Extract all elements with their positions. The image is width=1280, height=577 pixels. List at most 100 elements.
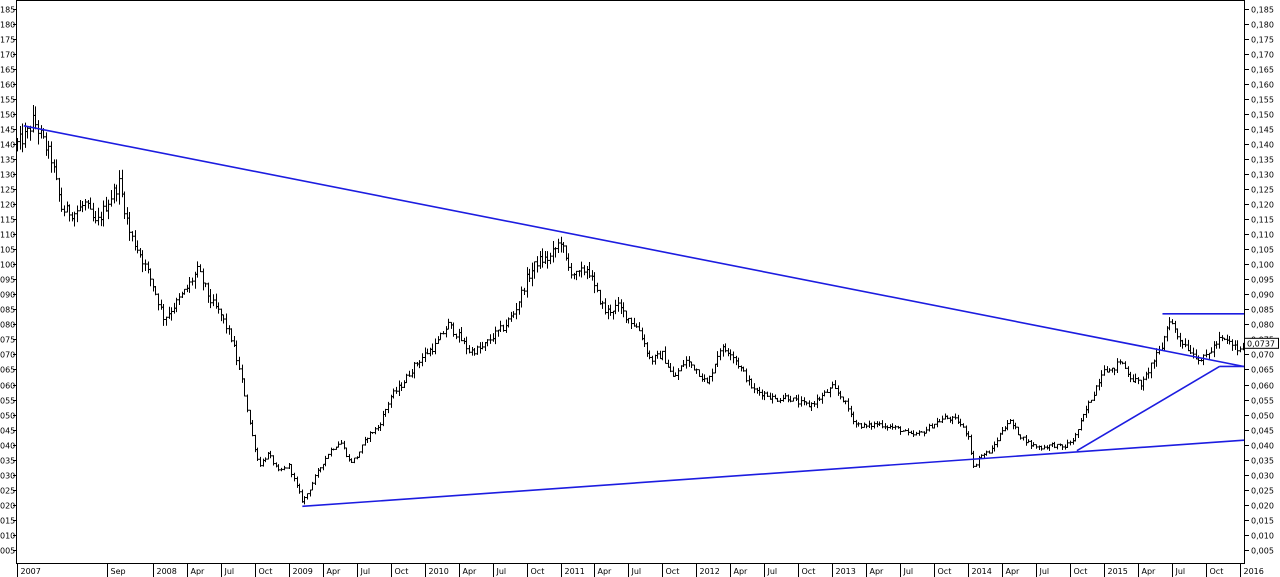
- x-axis-tick-label: Oct: [938, 567, 952, 576]
- x-axis-tick-label: Oct: [395, 567, 409, 576]
- x-axis-tick-label: Oct: [802, 567, 816, 576]
- left-axis-tick-label: 180: [0, 21, 15, 30]
- x-axis-tick-label: Sep: [111, 567, 126, 576]
- x-axis-tick-label: 2016: [1244, 567, 1264, 576]
- x-axis-tick-label: Apr: [191, 567, 206, 576]
- right-axis-tick-label: 0,155: [1251, 96, 1274, 105]
- right-axis-tick-label: 0,080: [1251, 321, 1274, 330]
- x-axis-tick-label: 2011: [565, 567, 585, 576]
- right-axis-tick-label: 0,140: [1251, 141, 1274, 150]
- left-axis-tick-label: 105: [0, 246, 15, 255]
- right-axis-tick-label: 0,125: [1251, 186, 1274, 195]
- plot-frame: [16, 0, 1245, 564]
- left-axis-tick-label: 130: [0, 171, 15, 180]
- right-axis-tick-label: 0,095: [1251, 276, 1274, 285]
- right-axis-tick-label: 0,170: [1251, 51, 1274, 60]
- right-axis-tick-label: 0,050: [1251, 412, 1274, 421]
- right-axis-tick-label: 0,145: [1251, 126, 1274, 135]
- x-axis-tick-label: Jul: [360, 567, 371, 576]
- trendline-3: [1076, 365, 1220, 452]
- x-axis-tick-label: Apr: [598, 567, 613, 576]
- right-axis-tick-label: 0,090: [1251, 291, 1274, 300]
- last-value-box: [1244, 337, 1279, 349]
- right-axis-tick-label: 0,105: [1251, 246, 1274, 255]
- left-axis-tick-label: 035: [0, 457, 15, 466]
- x-axis-tick-label: Oct: [259, 567, 273, 576]
- x-axis-tick-label: Jul: [903, 567, 914, 576]
- right-axis-tick-label: 0,165: [1251, 66, 1274, 75]
- right-axis-tick-label: 0,030: [1251, 472, 1274, 481]
- left-axis-tick-label: 170: [0, 51, 15, 60]
- right-axis-tick-label: 0,160: [1251, 81, 1274, 90]
- last-value-label: 0,0737: [1247, 339, 1275, 348]
- x-axis-tick-label: Oct: [531, 567, 545, 576]
- x-axis-tick-label: Oct: [666, 567, 680, 576]
- left-axis-tick-label: 145: [0, 126, 15, 135]
- left-axis-tick-label: 030: [0, 472, 15, 481]
- left-axis-tick-label: 050: [0, 412, 15, 421]
- right-axis-tick-label: 0,035: [1251, 457, 1274, 466]
- right-axis-tick-label: 0,180: [1251, 21, 1274, 30]
- last-value-marker: 0,0737: [1244, 337, 1279, 349]
- left-axis-tick-label: 125: [0, 186, 15, 195]
- right-axis-tick-label: 0,070: [1251, 351, 1274, 360]
- right-axis-tick-label: 0,175: [1251, 36, 1274, 45]
- right-axis-tick-label: 0,100: [1251, 261, 1274, 270]
- left-axis-tick-label: 120: [0, 201, 15, 210]
- right-axis-tick-label: 0,130: [1251, 171, 1274, 180]
- x-axis-tick-label: 2008: [157, 567, 177, 576]
- left-axis-tick-label: 040: [0, 442, 15, 451]
- x-axis-tick-label: Apr: [463, 567, 478, 576]
- left-axis-tick-label: 075: [0, 336, 15, 345]
- right-axis-tick-label: 0,120: [1251, 201, 1274, 210]
- right-axis-tick-label: 0,010: [1251, 532, 1274, 541]
- right-axis-tick-label: 0,020: [1251, 502, 1274, 511]
- left-axis-tick-label: 020: [0, 502, 15, 511]
- right-axis-tick-label: 0,015: [1251, 517, 1274, 526]
- left-axis-tick-label: 140: [0, 141, 15, 150]
- right-axis-tick-label: 0,135: [1251, 156, 1274, 165]
- left-axis-tick-label: 025: [0, 487, 15, 496]
- right-axis-tick-label: 0,185: [1251, 6, 1274, 15]
- x-axis-tick-label: 2007: [21, 567, 41, 576]
- right-axis-tick-label: 0,005: [1251, 547, 1274, 556]
- left-axis-tick-label: 095: [0, 276, 15, 285]
- left-axis-tick-label: 185: [0, 6, 15, 15]
- right-axis-tick-label: 0,110: [1251, 231, 1274, 240]
- left-axis-tick-label: 090: [0, 291, 15, 300]
- left-axis-tick-label: 150: [0, 111, 15, 120]
- x-axis-tick-label: Apr: [870, 567, 885, 576]
- x-axis-tick-label: Jul: [496, 567, 507, 576]
- x-axis-tick-label: 2010: [429, 567, 449, 576]
- right-axis-tick-label: 0,025: [1251, 487, 1274, 496]
- x-axis-tick-label: 2014: [972, 567, 992, 576]
- ohlc-bars: [16, 104, 1245, 505]
- left-axis-tick-label: 110: [0, 231, 15, 240]
- x-axis-tick-label: Jul: [1039, 567, 1050, 576]
- x-axis-tick-label: Jul: [631, 567, 642, 576]
- trendline-2: [302, 439, 1245, 508]
- left-axis-tick-label: 065: [0, 366, 15, 375]
- right-axis-tick-label: 0,055: [1251, 397, 1274, 406]
- left-axis-tick-label: 045: [0, 427, 15, 436]
- left-axis-tick-label: 080: [0, 321, 15, 330]
- trendlines: [23, 125, 1245, 508]
- right-axis-tick-label: 0,150: [1251, 111, 1274, 120]
- left-axis-tick-label: 015: [0, 517, 15, 526]
- x-axis: 2007 Sep 2008 Apr Jul Oct 2009 Apr Jul Oct 2010 Apr…: [17, 564, 1264, 577]
- left-axis-tick-label: 060: [0, 382, 15, 391]
- right-axis-tick-label: 0,040: [1251, 442, 1274, 451]
- left-axis-tick-label: 055: [0, 397, 15, 406]
- left-axis-tick-label: 135: [0, 156, 15, 165]
- x-axis-tick-label: Oct: [1210, 567, 1224, 576]
- right-axis-tick-label: 0,060: [1251, 382, 1274, 391]
- right-axis: 0,005 0,010 0,015 0,020 0,025 0,030 0,035 0,040…: [1244, 6, 1274, 556]
- left-axis-tick-label: 085: [0, 306, 15, 315]
- x-axis-tick-label: Jul: [224, 567, 235, 576]
- trendline-1: [23, 125, 1245, 368]
- left-axis-tick-label: 010: [0, 532, 15, 541]
- x-axis-tick-label: 2012: [700, 567, 720, 576]
- right-axis-tick-label: 0,065: [1251, 366, 1274, 375]
- x-axis-tick-label: Apr: [327, 567, 342, 576]
- x-axis-tick-label: 2009: [293, 567, 313, 576]
